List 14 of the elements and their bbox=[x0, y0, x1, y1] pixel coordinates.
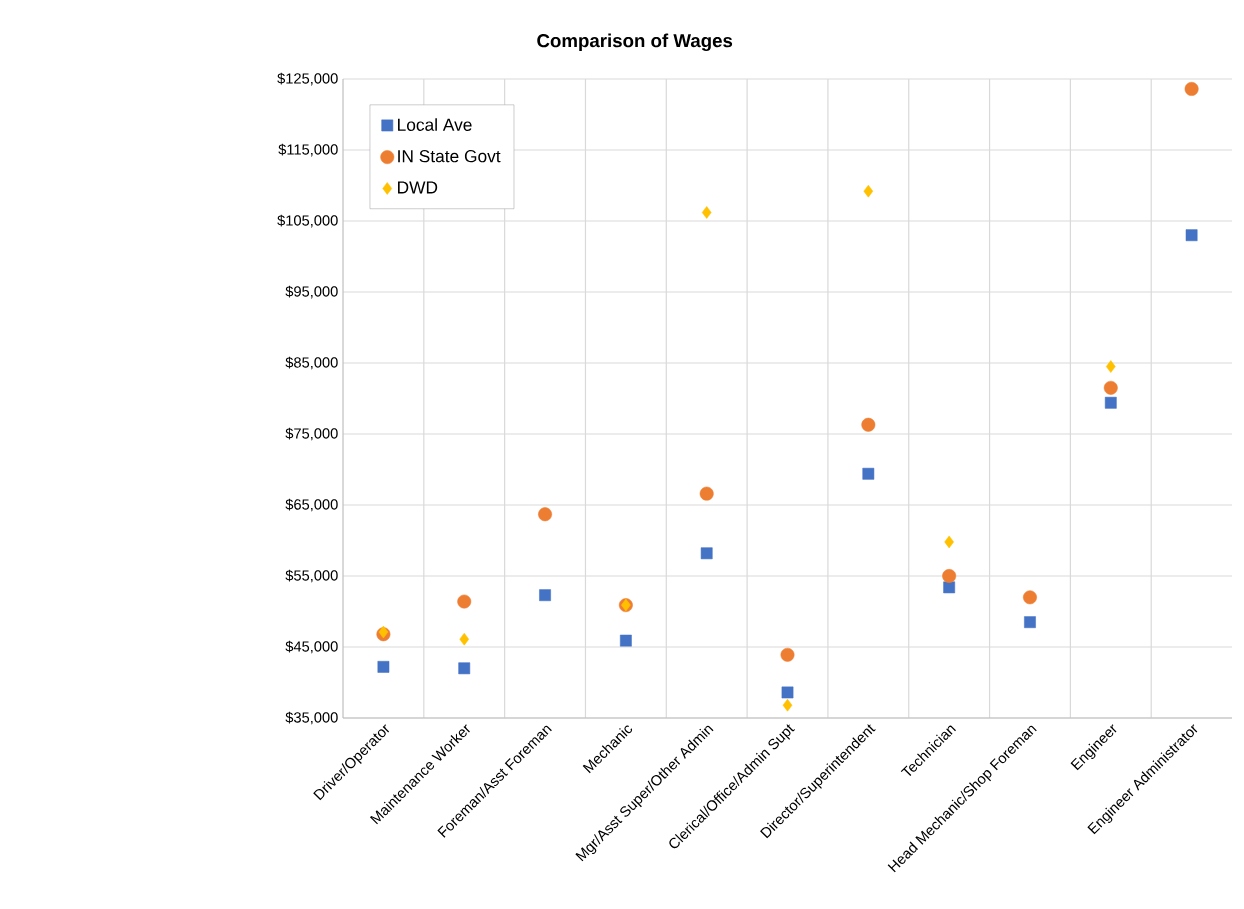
y-tick-label: $75,000 bbox=[285, 427, 338, 441]
y-tick-label: $85,000 bbox=[285, 356, 338, 370]
y-tick-label: $115,000 bbox=[278, 143, 338, 157]
y-tick-label: $55,000 bbox=[285, 569, 338, 583]
y-tick-label: $65,000 bbox=[285, 498, 338, 512]
y-tick-label: $95,000 bbox=[285, 285, 338, 299]
legend-label: IN State Govt bbox=[398, 150, 501, 163]
y-tick-label: $35,000 bbox=[285, 711, 338, 725]
y-tick-label: $45,000 bbox=[285, 640, 338, 654]
y-tick-label: $105,000 bbox=[277, 214, 338, 228]
y-tick-label: $125,000 bbox=[277, 72, 338, 86]
legend-label: DWD bbox=[398, 181, 438, 194]
legend-label: Local Ave bbox=[398, 118, 472, 131]
chart-title: Comparison of Wages bbox=[537, 33, 733, 52]
